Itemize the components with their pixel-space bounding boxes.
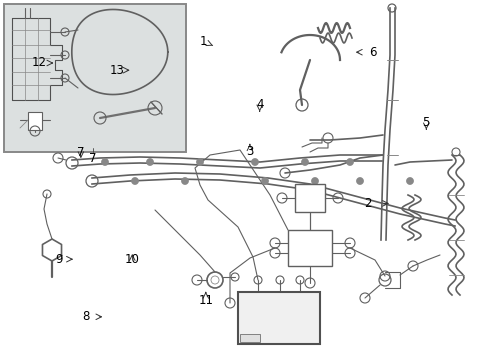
Circle shape [346,158,353,166]
Text: 8: 8 [82,310,90,323]
Text: 13: 13 [110,64,125,77]
Bar [240,334,260,342]
Bar [288,230,332,266]
Circle shape [147,158,153,166]
Bar [4,4,186,152]
Text: 3: 3 [246,145,254,158]
Text: 7: 7 [89,152,97,165]
Bar [238,292,320,344]
Text: 1: 1 [199,35,207,48]
Text: 12: 12 [32,57,47,69]
Circle shape [312,177,318,184]
Bar [295,184,325,212]
Circle shape [262,177,269,184]
Text: 9: 9 [55,253,63,266]
Text: 5: 5 [422,116,430,129]
Circle shape [196,158,203,166]
Circle shape [301,158,309,166]
Text: 2: 2 [364,197,371,210]
Circle shape [251,158,259,166]
Text: 11: 11 [198,294,213,307]
Circle shape [131,177,139,184]
Text: 7: 7 [77,147,85,159]
Circle shape [407,177,414,184]
Text: 10: 10 [125,253,140,266]
Circle shape [357,177,364,184]
Bar [28,112,42,130]
Circle shape [101,158,108,166]
Circle shape [181,177,189,184]
Text: 4: 4 [256,98,264,111]
Text: 6: 6 [368,46,376,59]
